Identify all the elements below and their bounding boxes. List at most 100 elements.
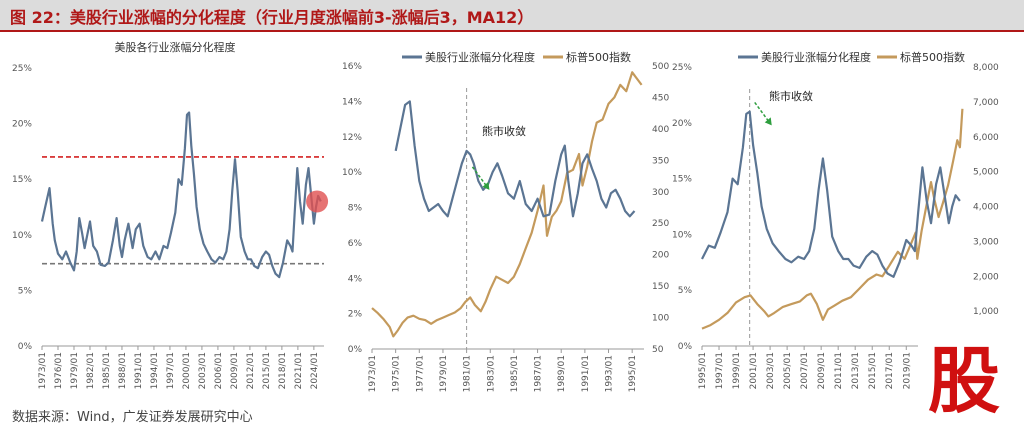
x-tick-label: 1997/01 [715, 352, 725, 389]
chart-1-title: 美股各行业涨幅分化程度 [115, 40, 236, 54]
x-tick-label: 1991/01 [134, 352, 144, 389]
y2-tick-label: 500 [652, 62, 669, 72]
annotation-arrow-head [764, 117, 772, 126]
y-tick-label: 2% [348, 310, 363, 320]
figure-title-bar [0, 0, 1024, 30]
watermark-logo: 股 [918, 340, 1010, 422]
annotation-bear-market: 熊市收敛 [482, 124, 526, 138]
x-tick-label: 1989/01 [557, 355, 567, 392]
y-tick-label: 10% [672, 230, 692, 240]
y2-tick-label: 2,000 [973, 272, 999, 282]
title-rule [0, 30, 1024, 32]
x-tick-label: 2009/01 [230, 352, 240, 389]
y-tick-label: 15% [672, 175, 692, 185]
chart-2-legend: 美股行业涨幅分化程度 标普500指数 [402, 50, 631, 64]
x-tick-label: 1977/01 [415, 355, 425, 392]
x-tick-label: 1973/01 [368, 355, 378, 392]
y2-tick-label: 200 [652, 251, 669, 261]
x-tick-label: 2001/01 [749, 352, 759, 389]
sp500-line [701, 108, 964, 330]
x-tick-label: 1993/01 [605, 355, 615, 392]
y2-tick-label: 100 [652, 314, 669, 324]
sector-dispersion-line [394, 100, 636, 218]
chart-2: 美股行业涨幅分化程度 标普500指数 熊市收敛 0% 2% 4% 6% 8% 10% 12%… [342, 50, 669, 392]
y-tick-label: 10% [12, 231, 32, 241]
legend-label-sector: 美股行业涨幅分化程度 [425, 50, 535, 64]
x-tick-label: 1994/01 [150, 352, 160, 389]
y2-tick-label: 150 [652, 282, 669, 292]
y-tick-label: 0% [18, 342, 33, 352]
y-tick-label: 6% [348, 239, 363, 249]
y-tick-label: 5% [678, 286, 693, 296]
x-tick-label: 1979/01 [70, 352, 80, 389]
x-tick-label: 2012/01 [246, 352, 256, 389]
sp500-line [371, 71, 643, 338]
y2-tick-label: 450 [652, 93, 669, 103]
x-tick-label: 1973/01 [38, 352, 48, 389]
legend-label-sp500: 标普500指数 [900, 50, 965, 64]
y2-tick-label: 6,000 [973, 133, 999, 143]
y-tick-label: 20% [672, 119, 692, 129]
x-tick-label: 2005/01 [783, 352, 793, 389]
y-tick-label: 25% [12, 64, 32, 74]
x-tick-label: 1987/01 [534, 355, 544, 392]
legend-label-sector: 美股行业涨幅分化程度 [761, 50, 871, 64]
x-tick-label: 2009/01 [817, 352, 827, 389]
y-tick-label: 4% [348, 274, 363, 284]
y-tick-label: 0% [678, 342, 693, 352]
sector-dispersion-line [40, 111, 322, 279]
y2-tick-label: 3,000 [973, 237, 999, 247]
annotation-bear-market: 熊市收敛 [769, 89, 813, 103]
chart-3-legend: 美股行业涨幅分化程度 标普500指数 [738, 50, 965, 64]
y-tick-label: 25% [672, 63, 692, 73]
y-tick-label: 14% [342, 97, 362, 107]
source-note: 数据来源：Wind，广发证券发展研究中心 [12, 410, 253, 425]
x-tick-label: 2015/01 [868, 352, 878, 389]
y-tick-label: 12% [342, 133, 362, 143]
x-tick-label: 2006/01 [214, 352, 224, 389]
figure-title: 图 22：美股行业涨幅的分化程度（行业月度涨幅前3-涨幅后3，MA12） [10, 8, 534, 27]
x-tick-label: 1979/01 [439, 355, 449, 392]
x-tick-label: 2007/01 [800, 352, 810, 389]
latest-value-highlight [306, 190, 329, 213]
y-tick-label: 10% [342, 168, 362, 178]
y-tick-label: 16% [342, 62, 362, 72]
x-tick-label: 2019/01 [902, 352, 912, 389]
x-tick-label: 1975/01 [392, 355, 402, 392]
x-tick-label: 2015/01 [262, 352, 272, 389]
y2-tick-label: 350 [652, 156, 669, 166]
x-tick-label: 2018/01 [278, 352, 288, 389]
y2-tick-label: 250 [652, 219, 669, 229]
y-tick-label: 20% [12, 120, 32, 130]
y2-tick-label: 8,000 [973, 63, 999, 73]
x-tick-label: 1995/01 [698, 352, 708, 389]
y-tick-label: 8% [348, 204, 363, 214]
y2-tick-label: 50 [652, 345, 664, 355]
annotation-arrow [754, 101, 770, 122]
y-tick-label: 5% [18, 286, 33, 296]
y-tick-label: 15% [12, 175, 32, 185]
annotation-arrow-head [482, 181, 490, 190]
y2-tick-label: 300 [652, 188, 669, 198]
x-tick-label: 2003/01 [766, 352, 776, 389]
chart-1: 美股各行业涨幅分化程度 0% 5% 10% 15% 20% 25% 1973/01 1976/… [12, 40, 329, 389]
x-tick-label: 2021/01 [294, 352, 304, 389]
y2-tick-label: 7,000 [973, 98, 999, 108]
x-tick-label: 1999/01 [732, 352, 742, 389]
x-tick-label: 1985/01 [102, 352, 112, 389]
y-tick-label: 0% [348, 345, 363, 355]
y2-tick-label: 400 [652, 125, 669, 135]
x-tick-label: 2011/01 [834, 352, 844, 389]
annotation-arrow [471, 166, 488, 187]
x-tick-label: 1981/01 [463, 355, 473, 392]
y2-tick-label: 1,000 [973, 307, 999, 317]
x-tick-label: 1995/01 [628, 355, 638, 392]
x-tick-label: 2017/01 [885, 352, 895, 389]
legend-label-sp500: 标普500指数 [566, 50, 631, 64]
x-tick-label: 1991/01 [581, 355, 591, 392]
x-tick-label: 1976/01 [54, 352, 64, 389]
x-tick-label: 1997/01 [166, 352, 176, 389]
x-tick-label: 2000/01 [182, 352, 192, 389]
x-tick-label: 2003/01 [198, 352, 208, 389]
sector-dispersion-line [701, 110, 961, 278]
